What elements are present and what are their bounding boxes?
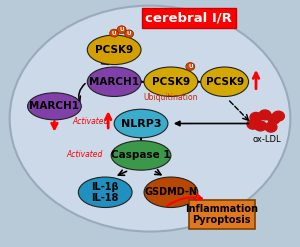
- Text: Activated: Activated: [66, 150, 103, 159]
- Ellipse shape: [28, 93, 81, 120]
- Text: IL-1β
IL-18: IL-1β IL-18: [92, 182, 119, 203]
- Text: Inflammation
Pyroptosis: Inflammation Pyroptosis: [185, 204, 258, 225]
- Ellipse shape: [87, 67, 141, 97]
- Ellipse shape: [201, 67, 248, 97]
- Text: Caspase 1: Caspase 1: [111, 150, 171, 161]
- Circle shape: [254, 121, 266, 131]
- Ellipse shape: [144, 67, 198, 97]
- Ellipse shape: [124, 30, 134, 38]
- Text: U: U: [112, 31, 116, 36]
- Circle shape: [259, 110, 271, 120]
- Ellipse shape: [144, 177, 198, 207]
- Text: MARCH1: MARCH1: [89, 77, 139, 87]
- FancyBboxPatch shape: [189, 200, 254, 229]
- Text: Ubiquitination: Ubiquitination: [144, 93, 198, 102]
- Ellipse shape: [78, 177, 132, 207]
- Circle shape: [247, 119, 259, 129]
- Circle shape: [268, 114, 280, 124]
- Text: U: U: [119, 27, 124, 32]
- Text: GSDMD-N: GSDMD-N: [144, 187, 197, 197]
- Text: NLRP3: NLRP3: [121, 119, 161, 128]
- Text: ox-LDL: ox-LDL: [252, 135, 281, 144]
- Ellipse shape: [110, 29, 118, 37]
- Text: PCSK9: PCSK9: [95, 45, 133, 55]
- Text: Activated: Activated: [72, 117, 109, 126]
- Ellipse shape: [111, 141, 171, 170]
- Text: PCSK9: PCSK9: [152, 77, 190, 87]
- Circle shape: [265, 122, 277, 132]
- Text: U: U: [188, 64, 193, 69]
- Circle shape: [272, 111, 284, 121]
- Text: U: U: [127, 31, 131, 36]
- Ellipse shape: [87, 35, 141, 64]
- Ellipse shape: [10, 6, 290, 232]
- Circle shape: [250, 112, 262, 122]
- Ellipse shape: [114, 109, 168, 138]
- Text: cerebral I/R: cerebral I/R: [146, 11, 232, 24]
- Ellipse shape: [117, 26, 126, 34]
- Text: PCSK9: PCSK9: [206, 77, 244, 87]
- Ellipse shape: [186, 62, 195, 70]
- Text: MARCH1: MARCH1: [29, 101, 80, 111]
